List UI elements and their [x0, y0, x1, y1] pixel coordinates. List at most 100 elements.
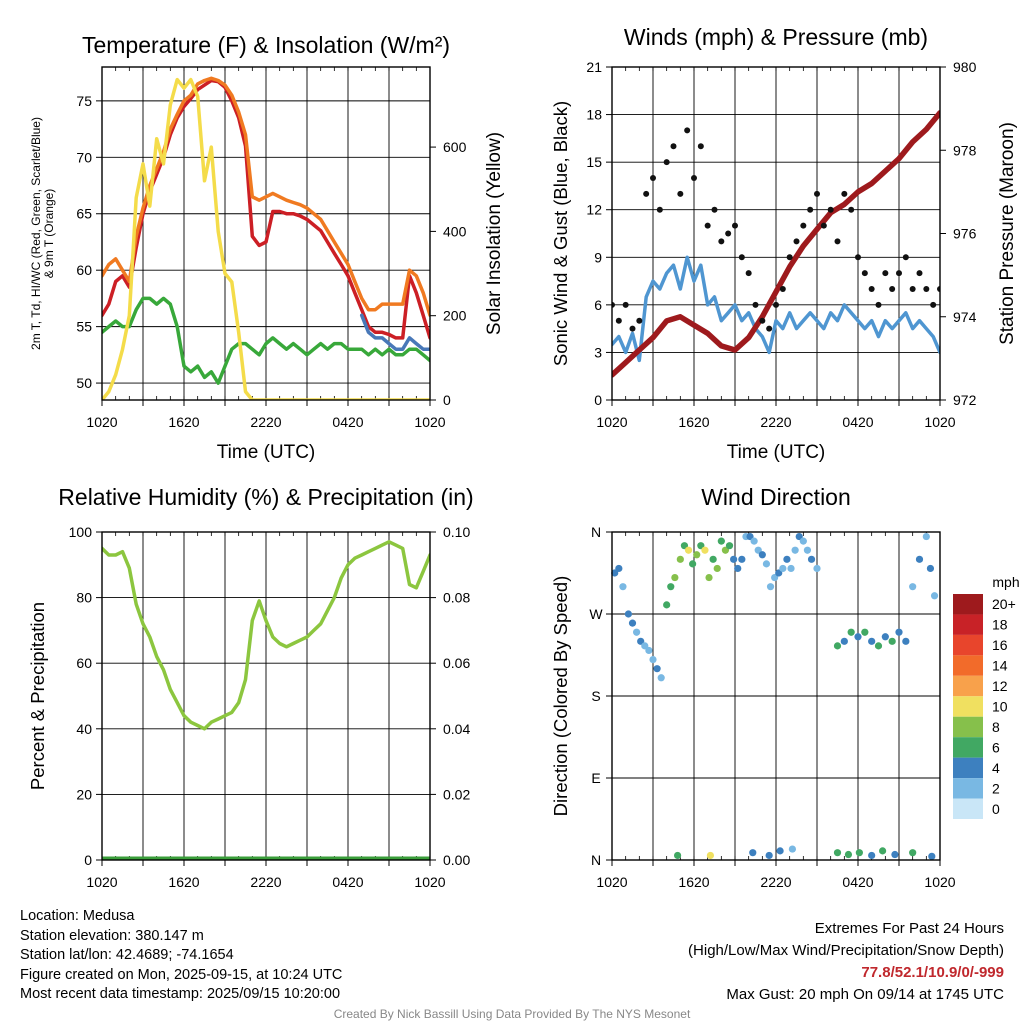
y-left-tick-label: 50: [76, 375, 92, 391]
direction-point: [765, 851, 773, 860]
gust-point: [868, 286, 875, 292]
gust-point: [779, 286, 786, 292]
direction-point: [799, 537, 807, 545]
direction-point: [676, 555, 684, 563]
y-left-tick-label: 55: [76, 319, 92, 335]
direction-point: [750, 537, 758, 545]
colorbar-label: 20+: [992, 596, 1016, 612]
gust-point: [650, 175, 656, 181]
series-group: [102, 540, 430, 860]
direction-point: [749, 849, 757, 857]
x-tick-label: 2220: [760, 874, 791, 890]
direction-point: [649, 655, 657, 664]
direction-point: [874, 642, 883, 650]
direction-point: [895, 628, 903, 636]
gust-point: [909, 286, 916, 292]
created-text: Figure created on Mon, 2025-09-15, at 10…: [20, 966, 343, 983]
direction-point: [689, 560, 697, 568]
direction-point: [624, 610, 633, 618]
gust-point: [684, 127, 691, 134]
series-line-2: [612, 110, 940, 378]
x-tick-label: 2220: [250, 414, 281, 430]
y-tick-label: N: [591, 852, 601, 868]
y-right-tick-label: 980: [953, 59, 977, 75]
extremes-subtitle: (High/Low/Max Wind/Precipitation/Snow De…: [688, 942, 1004, 959]
gust-point: [629, 325, 636, 332]
station-info: Location: Medusa Station elevation: 380.…: [20, 907, 342, 1005]
gust-point: [800, 222, 807, 229]
direction-point: [813, 564, 821, 573]
gust-point: [643, 190, 650, 197]
x-tick-label: 1620: [678, 874, 709, 890]
recent-data-text: Most recent data timestamp: 2025/09/15 1…: [20, 986, 341, 1002]
gust-point: [738, 254, 745, 261]
direction-point: [922, 532, 930, 541]
y-left-tick-label: 0: [84, 852, 92, 868]
y-axis-label: Direction (Colored By Speed): [550, 576, 571, 817]
colorbar-label: 14: [992, 658, 1008, 674]
y-left-tick-label: 80: [76, 590, 92, 606]
direction-point: [833, 642, 842, 650]
gust-point: [732, 222, 738, 229]
colorbar-label: 8: [992, 719, 1000, 735]
direction-point: [909, 583, 917, 591]
x-tick-label: 1620: [168, 414, 199, 430]
y-left-tick-label: 60: [76, 262, 92, 278]
gust-point: [704, 222, 711, 229]
gust-point: [745, 270, 752, 277]
x-tick-label: 1020: [414, 414, 445, 430]
x-tick-label: 2220: [250, 874, 281, 890]
series-line-1: [612, 255, 940, 363]
direction-point: [833, 849, 842, 857]
x-tick-label: 1020: [86, 414, 117, 430]
gust-point: [711, 206, 718, 213]
x-tick-label: 0420: [332, 874, 363, 890]
gust-point: [759, 317, 766, 324]
colorbar-title: mph: [992, 574, 1019, 590]
direction-point: [762, 560, 771, 568]
y-left-tick-label: 65: [76, 206, 92, 222]
plot-frame: [101, 531, 431, 861]
x-tick-label: 1020: [86, 874, 117, 890]
chart-panel-2: 1020 1620 2220 0420 1020 Winds (mph) & Pressu…: [550, 24, 1018, 463]
direction-point: [674, 851, 682, 860]
colorbar-swatch: [953, 778, 983, 799]
gust-point: [882, 270, 889, 277]
direction-point: [766, 583, 775, 591]
y-left-tick-label: 70: [76, 149, 92, 165]
x-axis-label: Time (UTC): [217, 442, 316, 463]
colorbar-label: 16: [992, 637, 1008, 653]
plot-frame: [101, 66, 431, 401]
y-left-tick-label: 6: [594, 297, 602, 313]
extremes-values: 77.8/52.1/10.9/0/-999: [861, 964, 1004, 981]
gust-point: [807, 206, 814, 213]
colorbar-swatch: [953, 798, 983, 819]
gust-point: [820, 222, 827, 229]
colorbar-label: 12: [992, 678, 1008, 694]
y-right-tick-label: 0.04: [443, 721, 470, 737]
direction-point: [888, 637, 896, 645]
chart-panel-3: 1020 1620 2220 0420 1020 Relative Humidity (%…: [27, 484, 474, 890]
direction-point: [717, 537, 725, 545]
y-right-tick-label: 974: [953, 309, 977, 325]
direction-point: [693, 551, 701, 559]
direction-point: [671, 573, 679, 582]
x-tick-label: 1620: [168, 874, 199, 890]
x-tick-label: 1020: [924, 874, 955, 890]
direction-point: [619, 583, 627, 591]
gust-point: [923, 286, 930, 292]
colorbar-swatch: [953, 634, 983, 656]
chart-panel-1: 1020 1620 2220 0420 1020 Temperature (F) & In…: [29, 32, 505, 463]
direction-point: [713, 564, 721, 573]
y-left-tick-label: 9: [594, 249, 602, 265]
direction-point: [628, 619, 637, 627]
x-tick-label: 2220: [760, 414, 791, 430]
y-right-tick-label: 978: [953, 142, 977, 158]
gust-point: [814, 190, 820, 197]
y-left-tick-label: 40: [76, 721, 92, 737]
gust-point: [902, 254, 909, 261]
x-tick-label: 1020: [596, 874, 627, 890]
direction-point: [615, 564, 623, 573]
series-line-3: [102, 296, 430, 385]
speed-colorbar: mph 20+ 18 16 14 12 10 8 6 4 2 0: [953, 574, 1020, 819]
